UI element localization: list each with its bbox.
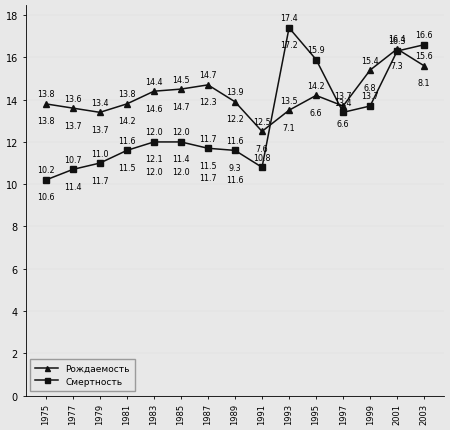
Text: 6.6: 6.6: [310, 109, 322, 118]
Text: 13.4: 13.4: [91, 98, 108, 108]
Text: 16.6: 16.6: [415, 31, 433, 40]
Text: 11.6: 11.6: [226, 176, 244, 185]
Text: 11.4: 11.4: [64, 182, 81, 191]
Рождаемость: [97, 111, 103, 116]
Text: 11.6: 11.6: [226, 136, 244, 145]
Text: 15.4: 15.4: [361, 56, 379, 65]
Text: 16.3: 16.3: [388, 37, 406, 46]
Рождаемость: [124, 102, 130, 107]
Смертность: [313, 58, 319, 63]
Смертность: [259, 165, 265, 170]
Text: 11.7: 11.7: [199, 135, 217, 143]
Line: Рождаемость: Рождаемость: [43, 47, 427, 135]
Text: 14.7: 14.7: [199, 71, 217, 80]
Text: 15.9: 15.9: [307, 46, 325, 55]
Text: 13.5: 13.5: [280, 96, 298, 105]
Text: 16.4: 16.4: [388, 35, 406, 44]
Legend: Рождаемость, Смертность: Рождаемость, Смертность: [30, 359, 135, 391]
Text: 14.2: 14.2: [307, 82, 325, 91]
Рождаемость: [43, 102, 49, 107]
Text: 13.7: 13.7: [334, 92, 352, 101]
Text: 12.1: 12.1: [145, 155, 163, 164]
Text: 13.7: 13.7: [361, 92, 379, 101]
Смертность: [395, 49, 400, 55]
Рождаемость: [70, 106, 76, 111]
Смертность: [178, 140, 184, 145]
Text: 11.7: 11.7: [91, 176, 109, 185]
Рождаемость: [395, 47, 400, 52]
Text: 14.4: 14.4: [145, 77, 163, 86]
Рождаемость: [232, 100, 238, 105]
Text: 13.8: 13.8: [37, 117, 54, 126]
Text: 14.6: 14.6: [145, 104, 163, 114]
Смертность: [232, 148, 238, 154]
Смертность: [368, 104, 373, 109]
Text: 12.5: 12.5: [253, 117, 271, 126]
Text: 13.6: 13.6: [64, 94, 81, 103]
Text: 17.2: 17.2: [280, 41, 298, 50]
Text: 14.7: 14.7: [172, 102, 190, 111]
Text: 9.3: 9.3: [229, 163, 241, 172]
Text: 10.7: 10.7: [64, 156, 81, 164]
Смертность: [70, 167, 76, 172]
Рождаемость: [313, 94, 319, 99]
Text: 6.8: 6.8: [364, 83, 376, 92]
Рождаемость: [178, 87, 184, 92]
Рождаемость: [422, 64, 427, 69]
Text: 13.4: 13.4: [334, 98, 352, 108]
Text: 12.0: 12.0: [145, 168, 163, 177]
Рождаемость: [286, 108, 292, 114]
Line: Смертность: Смертность: [43, 26, 427, 183]
Смертность: [340, 111, 346, 116]
Смертность: [124, 148, 130, 154]
Text: 13.8: 13.8: [37, 90, 54, 99]
Рождаемость: [205, 83, 211, 88]
Text: 10.8: 10.8: [253, 154, 271, 163]
Смертность: [151, 140, 157, 145]
Text: 12.2: 12.2: [226, 115, 244, 124]
Text: 11.4: 11.4: [172, 155, 190, 164]
Text: 17.4: 17.4: [280, 14, 298, 23]
Text: 13.7: 13.7: [64, 121, 81, 130]
Text: 11.5: 11.5: [199, 161, 217, 170]
Text: 14.5: 14.5: [172, 75, 190, 84]
Text: 7.3: 7.3: [391, 62, 404, 71]
Рождаемость: [368, 68, 373, 74]
Text: 11.0: 11.0: [91, 149, 108, 158]
Text: 11.6: 11.6: [118, 136, 135, 145]
Text: 15.6: 15.6: [415, 52, 433, 61]
Text: 11.7: 11.7: [199, 174, 217, 183]
Смертность: [43, 178, 49, 183]
Text: 12.3: 12.3: [199, 98, 217, 107]
Text: 8.1: 8.1: [418, 79, 431, 88]
Text: 11.5: 11.5: [118, 163, 136, 172]
Смертность: [97, 161, 103, 166]
Text: 10.2: 10.2: [37, 166, 54, 175]
Text: 13.8: 13.8: [118, 90, 135, 99]
Смертность: [205, 146, 211, 151]
Рождаемость: [151, 89, 157, 95]
Text: 6.6: 6.6: [337, 119, 349, 128]
Смертность: [286, 26, 292, 31]
Text: 10.6: 10.6: [37, 193, 54, 202]
Text: 7.1: 7.1: [283, 123, 295, 132]
Рождаемость: [259, 129, 265, 135]
Text: 12.0: 12.0: [145, 128, 163, 137]
Text: 13.9: 13.9: [226, 88, 244, 97]
Text: 12.0: 12.0: [172, 168, 190, 177]
Text: 7.6: 7.6: [256, 144, 268, 154]
Смертность: [422, 43, 427, 48]
Text: 14.2: 14.2: [118, 117, 136, 126]
Рождаемость: [340, 104, 346, 109]
Text: 13.7: 13.7: [91, 126, 109, 135]
Text: 12.0: 12.0: [172, 128, 190, 137]
